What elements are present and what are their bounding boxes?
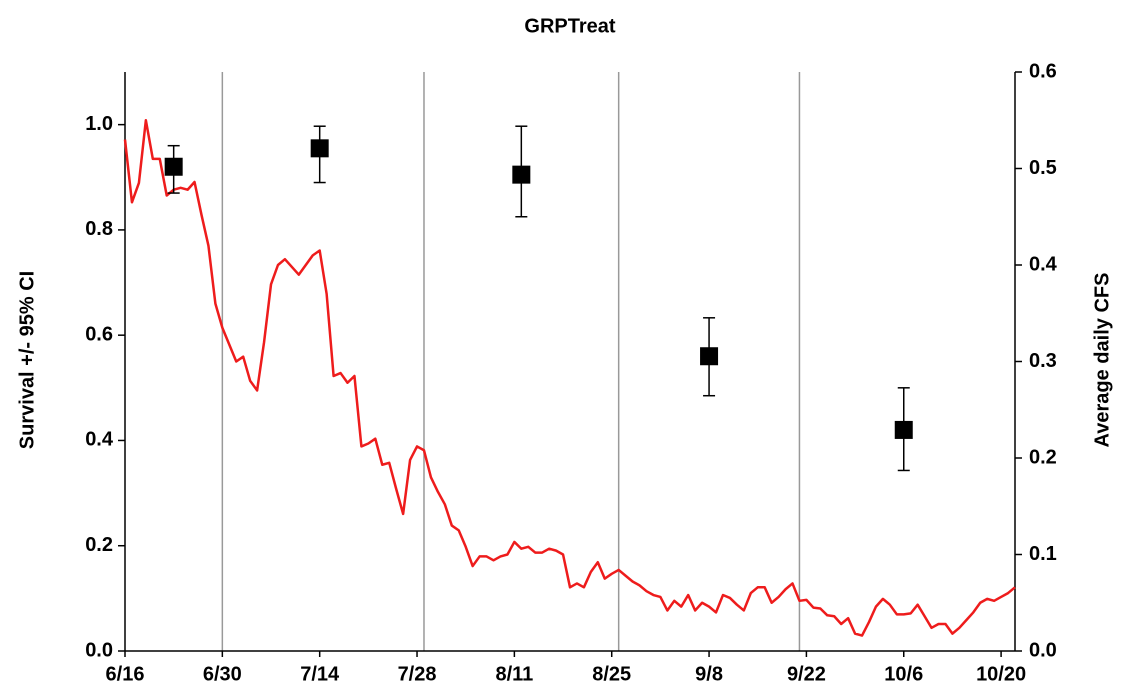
survival-marker — [164, 157, 183, 176]
y-tick-label: 0.8 — [85, 218, 113, 240]
chart-title: GRPTreat — [524, 15, 615, 37]
y2-tick-label: 0.6 — [1029, 60, 1057, 82]
x-tick-label: 8/25 — [592, 663, 631, 685]
y-tick-label: 0.2 — [85, 534, 113, 556]
x-tick-label: 8/11 — [495, 663, 533, 685]
y-axis-title: Survival +/- 95% CI — [16, 271, 38, 449]
x-tick-label: 7/28 — [398, 663, 437, 685]
x-tick-label: 9/22 — [787, 663, 826, 685]
y2-tick-label: 0.0 — [1029, 639, 1057, 661]
y2-tick-label: 0.5 — [1029, 157, 1057, 179]
y2-axis-title: Average daily CFS — [1091, 273, 1113, 448]
x-tick-label: 9/8 — [695, 663, 723, 685]
y-tick-label: 0.4 — [85, 429, 114, 451]
y-tick-label: 0.0 — [85, 639, 113, 661]
x-tick-label: 6/30 — [203, 663, 242, 685]
x-tick-label: 10/6 — [884, 663, 923, 685]
survival-marker — [310, 139, 329, 158]
y2-tick-label: 0.1 — [1029, 543, 1057, 565]
y2-tick-label: 0.2 — [1029, 446, 1057, 468]
x-tick-label: 10/20 — [976, 663, 1026, 685]
x-tick-label: 6/16 — [106, 663, 145, 685]
y2-tick-label: 0.4 — [1029, 253, 1058, 275]
survival-marker — [512, 165, 531, 184]
survival-marker — [894, 420, 913, 439]
y-tick-label: 1.0 — [85, 113, 113, 135]
x-tick-label: 7/14 — [300, 663, 340, 685]
survival-marker — [700, 347, 719, 366]
y2-tick-label: 0.3 — [1029, 350, 1057, 372]
y-tick-label: 0.6 — [85, 323, 113, 345]
cfs-line — [123, 119, 1016, 637]
